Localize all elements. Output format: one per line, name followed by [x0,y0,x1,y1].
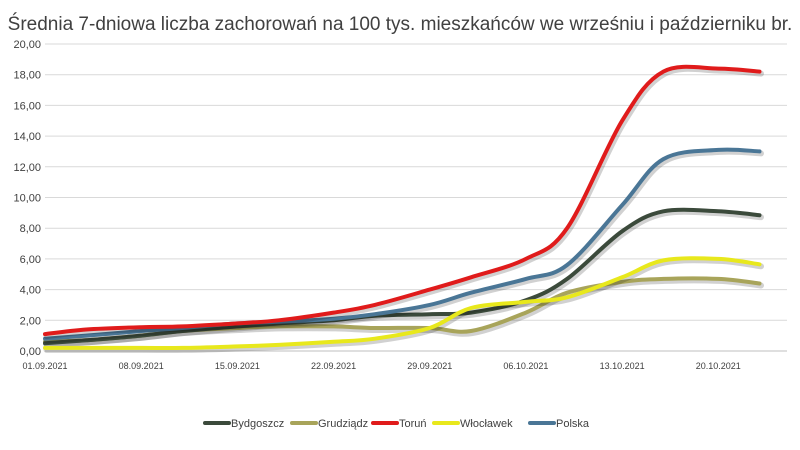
x-tick-label: 01.09.2021 [22,361,67,371]
y-tick-label: 6,00 [20,254,41,266]
legend: Bydgoszcz Grudziądz Toruń Włocławek Polska [203,418,590,430]
x-tick-label: 06.10.2021 [503,361,548,371]
x-tick-label: 22.09.2021 [311,361,356,371]
y-tick-label: 16,00 [13,100,41,112]
y-tick-label: 4,00 [20,285,41,297]
series-line-włocławek [43,256,762,351]
series-shadow [43,257,764,354]
x-tick-label: 13.10.2021 [600,361,645,371]
x-tick-label: 29.09.2021 [407,361,452,371]
y-axis-ticks: 0,00 2,00 4,00 6,00 8,00 10,00 12,00 14,00 16,00… [13,39,41,358]
series-line-bydgoszcz [43,207,762,346]
y-tick-label: 12,00 [13,162,41,174]
y-tick-label: 18,00 [13,70,41,82]
x-tick-label: 20.10.2021 [696,361,741,371]
chart-title: Średnia 7-dniowa liczba zachorowań na 10… [8,13,793,35]
legend-label: Grudziądz [318,418,368,430]
y-tick-label: 14,00 [13,131,41,143]
series-shadow [43,148,764,344]
y-tick-label: 8,00 [20,223,41,235]
series-shadow [43,208,764,349]
series-lines [43,64,764,354]
legend-label: Włocławek [460,418,513,430]
x-tick-label: 08.09.2021 [119,361,164,371]
y-tick-label: 0,00 [20,346,41,358]
y-tick-label: 20,00 [13,39,41,51]
legend-label: Polska [556,418,590,430]
series-line-polska [43,147,762,341]
y-tick-label: 2,00 [20,315,41,327]
grid [45,43,787,352]
x-axis-ticks: 01.09.2021 08.09.2021 15.09.2021 22.09.2021… [22,361,740,371]
series-line-toruń [43,64,762,337]
x-tick-label: 15.09.2021 [215,361,260,371]
series-shadow [43,65,764,340]
legend-label: Bydgoszcz [231,418,284,430]
y-tick-label: 10,00 [13,193,41,205]
legend-label: Toruń [399,418,427,430]
